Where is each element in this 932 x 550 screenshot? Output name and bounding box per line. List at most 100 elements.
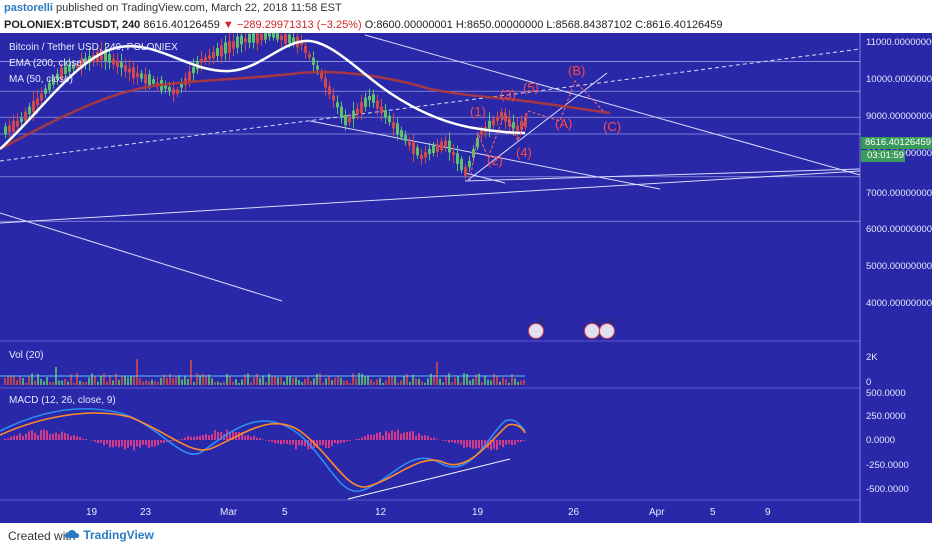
macd-histogram-bar — [172, 440, 174, 441]
candle-body — [320, 71, 323, 79]
volume-bar — [160, 377, 162, 385]
candle-body — [360, 101, 363, 114]
volume-bar — [25, 382, 27, 385]
event-marker[interactable] — [599, 323, 615, 339]
volume-bar — [472, 378, 474, 385]
volume-bar — [484, 375, 486, 385]
volume-bar — [196, 373, 198, 385]
price-tick: 9000.00000000 — [866, 111, 932, 122]
volume-bar — [16, 380, 18, 385]
macd-histogram-bar — [418, 433, 420, 440]
volume-bar — [376, 379, 378, 385]
volume-bar — [61, 380, 63, 385]
event-count: 5 — [539, 317, 544, 326]
macd-tick: 250.0000 — [866, 411, 906, 422]
candle-body — [352, 110, 355, 119]
author-link[interactable]: pastorelli — [4, 2, 53, 14]
macd-histogram-bar — [7, 438, 9, 440]
wave-label-3: (3) — [500, 87, 516, 102]
trendline — [364, 34, 861, 176]
volume-bar — [124, 375, 126, 385]
volume-bar — [250, 382, 252, 385]
wave-label-a: (A) — [555, 116, 573, 131]
volume-bar — [304, 378, 306, 385]
price-tick: 6000.00000000 — [866, 224, 932, 235]
time-tick: 26 — [568, 507, 580, 518]
volume-bar — [331, 380, 333, 385]
candle-body — [388, 115, 391, 123]
volume-bar — [109, 375, 111, 385]
candle-body — [228, 41, 231, 53]
volume-bar — [367, 376, 369, 385]
wave-label-5: (5) — [523, 80, 539, 95]
candle-body — [308, 54, 311, 58]
volume-bar — [172, 378, 174, 385]
macd-histogram-bar — [289, 440, 291, 445]
macd-histogram-bar — [133, 440, 135, 451]
volume-bar — [499, 381, 501, 385]
volume-bar — [43, 381, 45, 385]
volume-bar — [427, 378, 429, 385]
candle-body — [84, 58, 87, 65]
macd-histogram-bar — [304, 440, 306, 447]
macd-histogram-bar — [337, 440, 339, 444]
chart-canvas[interactable] — [0, 33, 932, 523]
trendline — [464, 172, 506, 184]
macd-histogram-bar — [481, 440, 483, 451]
macd-histogram-bar — [250, 436, 252, 440]
chart-area[interactable]: Bitcoin / Tether USD, 240, POLONIEX EMA … — [0, 33, 932, 523]
time-tick: 23 — [140, 507, 152, 518]
candle-body — [424, 152, 427, 158]
candle-body — [440, 141, 443, 151]
volume-bar — [199, 375, 201, 385]
candle-body — [260, 33, 263, 41]
macd-histogram-bar — [253, 435, 255, 440]
candle-body — [472, 149, 475, 158]
volume-bar — [418, 378, 420, 385]
volume-bar — [370, 379, 372, 385]
volume-bar — [256, 373, 258, 385]
macd-histogram-bar — [61, 431, 63, 440]
volume-bar — [508, 382, 510, 385]
time-tick: 12 — [375, 507, 387, 518]
macd-histogram-bar — [64, 432, 66, 440]
macd-histogram-bar — [310, 440, 312, 449]
macd-histogram-bar — [355, 439, 357, 440]
macd-histogram-bar — [46, 430, 48, 440]
candle-body — [132, 67, 135, 79]
price-tick: 11000.00000000 — [866, 37, 932, 48]
candle-body — [204, 57, 207, 61]
volume-bar — [235, 379, 237, 385]
macd-histogram-bar — [145, 440, 147, 446]
macd-divergence-line — [347, 458, 511, 500]
candle-body — [72, 64, 75, 69]
candle-body — [380, 106, 383, 114]
tradingview-logo[interactable]: TradingView — [64, 528, 154, 542]
candle-body — [328, 86, 331, 95]
candle-body — [232, 41, 235, 49]
macd-histogram-bar — [220, 431, 222, 440]
volume-bar — [394, 376, 396, 385]
candle-body — [192, 67, 195, 74]
candle-body — [168, 87, 171, 91]
wave-label-2: (2) — [487, 153, 503, 168]
volume-bar — [478, 373, 480, 385]
macd-histogram-bar — [271, 440, 273, 443]
volume-bar — [127, 377, 129, 385]
candle-body — [76, 63, 79, 68]
event-marker[interactable] — [528, 323, 544, 339]
event-count: 6 — [610, 317, 615, 326]
volume-bar — [328, 375, 330, 385]
volume-bar — [154, 381, 156, 385]
candle-body — [400, 130, 403, 138]
volume-bar — [262, 375, 264, 385]
price-tick: 10000.00000000 — [866, 74, 932, 85]
candle-body — [20, 118, 23, 122]
candle-body — [376, 100, 379, 109]
volume-bar — [385, 380, 387, 385]
volume-bar — [301, 382, 303, 385]
volume-bar — [511, 373, 513, 385]
volume-bar — [238, 382, 240, 385]
volume-bar — [241, 379, 243, 385]
volume-bar — [481, 381, 483, 385]
